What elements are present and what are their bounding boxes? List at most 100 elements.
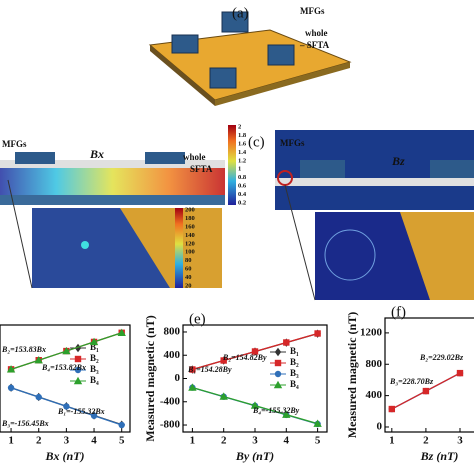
- x-axis-label: Bx (nT): [45, 449, 85, 463]
- point: [117, 328, 126, 336]
- annotation: B₄=-155.32By: [252, 406, 300, 415]
- x-axis-label: Bz (nT): [420, 449, 459, 463]
- y-tick-label: 0: [377, 421, 383, 433]
- panel-label: (c): [248, 134, 265, 150]
- point: [74, 343, 82, 353]
- annotation: B₂=229.02Bz: [419, 353, 464, 362]
- panel-label: (e): [189, 311, 206, 327]
- colorbar-tick-label: 1: [238, 166, 241, 173]
- colorbar-tick-label: 180: [185, 215, 195, 222]
- mfg: [300, 160, 345, 178]
- point: [73, 376, 83, 385]
- zoom-line: [284, 184, 316, 301]
- legend-label: B₁: [290, 346, 299, 356]
- x-tick-label: 1: [389, 435, 395, 447]
- mfg: [15, 152, 55, 164]
- legend-label: B₂: [290, 357, 299, 367]
- y-tick-label: 800: [366, 358, 383, 370]
- panel-a: (a) MFGs whole – SFTA: [148, 5, 352, 106]
- field-loops: [324, 229, 376, 281]
- point: [189, 366, 196, 373]
- point: [74, 366, 82, 374]
- point: [422, 387, 430, 395]
- point: [62, 346, 71, 355]
- x-tick-label: 3: [64, 435, 70, 447]
- colorbar-tick-label: 40: [185, 274, 192, 281]
- x-tick-label: 4: [284, 435, 290, 447]
- point: [283, 339, 290, 346]
- point: [89, 337, 99, 346]
- annotation: B₄=153.82Bx: [41, 363, 86, 372]
- x-tick-label: 5: [119, 435, 125, 447]
- mfg: [430, 160, 474, 178]
- legend-label: B₃: [90, 364, 99, 374]
- point: [314, 330, 321, 337]
- point: [274, 347, 282, 357]
- colorbar-tick-label: 0.4: [238, 191, 247, 198]
- zoom-line: [7, 179, 33, 289]
- colorbar-tick-label: 1.4: [238, 149, 247, 156]
- colorbar-tick-label: 1.2: [238, 157, 246, 164]
- colorbar-tick-label: 140: [185, 232, 195, 239]
- x-tick-label: 5: [315, 435, 321, 447]
- point: [6, 365, 16, 373]
- plate-edge: [215, 62, 350, 106]
- plot-frame: [384, 317, 474, 433]
- colorbar-tick-label: 2: [238, 123, 241, 130]
- label-sfta: SFTA: [190, 164, 213, 174]
- panel-c: (c) MFGs Bz: [248, 130, 474, 301]
- point: [63, 403, 70, 410]
- legend-label: B₂: [90, 353, 99, 363]
- point: [274, 370, 282, 378]
- colorbar-tick-label: 120: [185, 240, 195, 247]
- annotation: B₃=-156.45Bx: [1, 419, 49, 428]
- label-whole: whole: [305, 28, 328, 38]
- label-mfgs: MFGs: [300, 6, 325, 16]
- colorbar: [228, 125, 236, 205]
- x-tick-label: 2: [221, 435, 227, 447]
- y-tick-label: 1200: [360, 326, 383, 338]
- point: [219, 392, 228, 400]
- colorbar-tick-label: 80: [185, 257, 192, 264]
- mfg-blocks: [171, 11, 295, 89]
- point: [188, 383, 197, 391]
- plate-edge: [150, 45, 215, 106]
- colorbar-tick-label: 0.6: [238, 183, 247, 190]
- point: [313, 419, 322, 427]
- y-axis-label: Measured magnetic (nT): [143, 315, 157, 441]
- x-tick-label: 3: [457, 435, 463, 447]
- annotation: B₂=153.83Bx: [1, 345, 46, 354]
- mfg: [145, 152, 185, 164]
- colorbar-tick-label: 160: [185, 223, 195, 230]
- x-tick-label: 2: [36, 435, 42, 447]
- y-tick-label: 800: [164, 326, 181, 338]
- point: [274, 359, 282, 367]
- y-tick-label: 0: [175, 372, 181, 384]
- zoom-region: [400, 212, 474, 300]
- label-mfgs: MFGs: [280, 138, 305, 148]
- label-whole: whole: [183, 152, 206, 162]
- colorbar-tick-label: 1.8: [238, 132, 247, 139]
- plot-frame: [182, 324, 328, 433]
- plot-frame: [0, 324, 131, 433]
- colorbar-tick-label: 60: [185, 266, 192, 273]
- annotation: B₂=154.82By: [222, 353, 267, 362]
- point: [456, 369, 464, 377]
- point: [273, 380, 283, 389]
- colorbar-tick-label: 100: [185, 249, 195, 256]
- field-map: [0, 165, 225, 195]
- x-axis-label: By (nT): [235, 449, 274, 463]
- legend-label: B₄: [290, 379, 299, 389]
- y-tick-label: -800: [160, 419, 181, 431]
- x-tick-label: 3: [252, 435, 258, 447]
- colorbar-tick-label: 0.2: [238, 199, 246, 206]
- label-mfgs: MFGs: [2, 139, 27, 149]
- point: [251, 348, 259, 355]
- panel-label: (f): [391, 304, 406, 320]
- label-sfta: – SFTA: [299, 40, 330, 50]
- substrate: [0, 195, 225, 205]
- legend-label: B₄: [90, 375, 99, 385]
- zoom-region: [120, 208, 222, 288]
- point: [7, 384, 15, 392]
